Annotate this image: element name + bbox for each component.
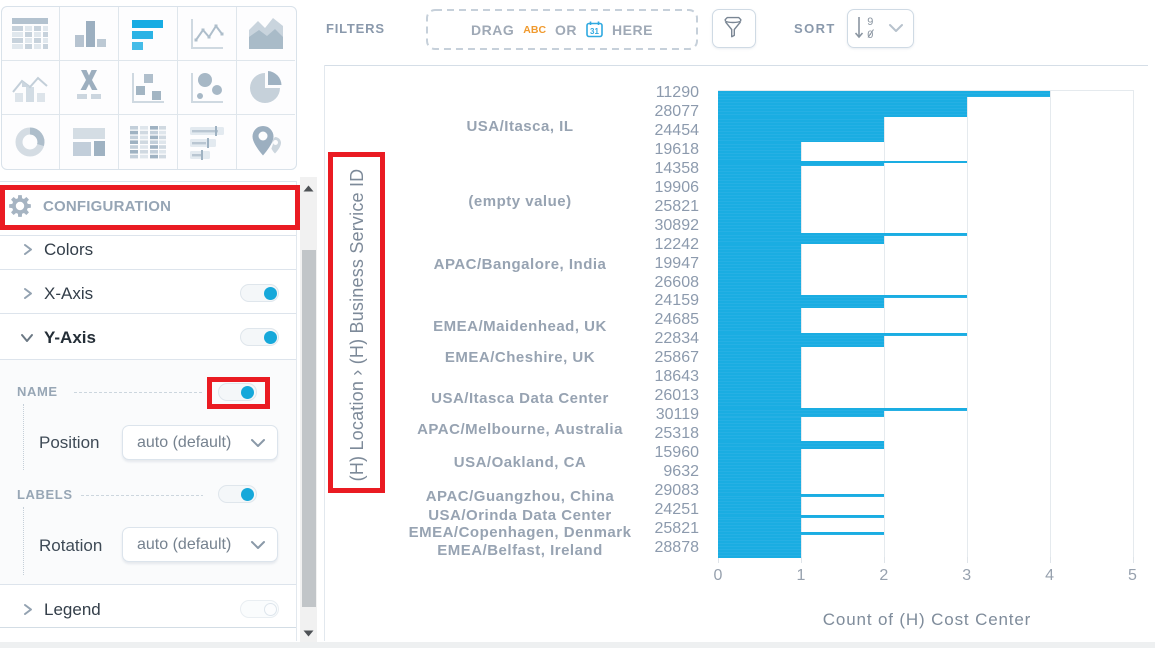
svg-text:0: 0: [867, 30, 874, 41]
svg-text:31: 31: [590, 27, 599, 36]
svg-text:9: 9: [867, 17, 874, 29]
